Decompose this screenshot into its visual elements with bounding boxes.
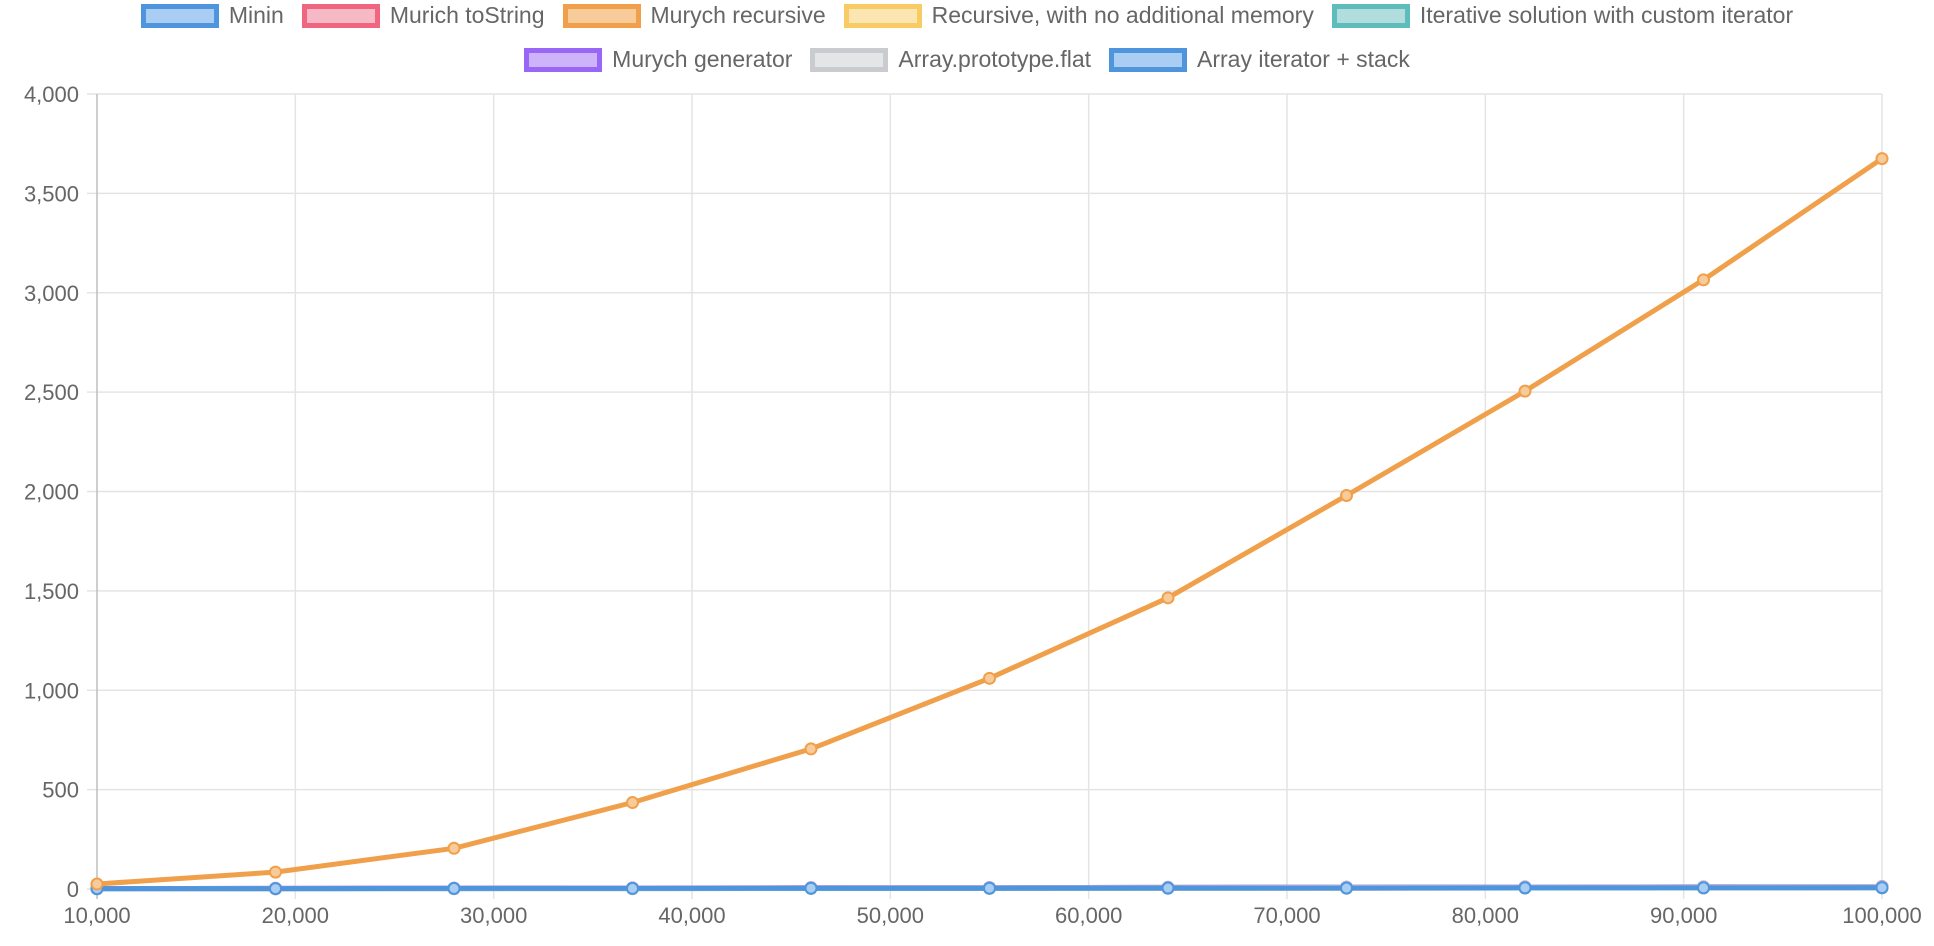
y-tick-label: 3,000 — [24, 281, 79, 306]
data-point[interactable] — [1697, 273, 1710, 287]
data-point[interactable] — [983, 881, 996, 895]
legend-item-array-iterator-stack[interactable]: Array iterator + stack — [1109, 46, 1410, 73]
data-point[interactable] — [447, 881, 461, 895]
data-point[interactable] — [1875, 881, 1889, 895]
legend-swatch — [562, 3, 641, 28]
legend-item-murych-generator[interactable]: Murych generator — [524, 46, 792, 73]
x-tick-label: 40,000 — [658, 903, 725, 928]
y-tick-label: 1,500 — [24, 579, 79, 604]
y-tick-label: 1,000 — [24, 678, 79, 703]
legend-item-murich-tostring[interactable]: Murich toString — [301, 2, 545, 29]
data-point[interactable] — [90, 877, 104, 891]
y-tick-label: 2,500 — [24, 380, 79, 405]
legend-label: Iterative solution with custom iterator — [1419, 2, 1794, 28]
legend-swatch — [810, 47, 889, 72]
data-point[interactable] — [804, 742, 818, 756]
series-array-iterator-stack — [90, 881, 1889, 896]
x-tick-label: 70,000 — [1253, 903, 1320, 928]
x-tick-label: 60,000 — [1055, 903, 1122, 928]
data-point[interactable] — [447, 841, 461, 855]
legend-label: Murych recursive — [650, 2, 826, 28]
data-point[interactable] — [626, 796, 639, 810]
data-point[interactable] — [269, 865, 282, 879]
x-tick-label: 20,000 — [262, 903, 329, 928]
legend-row-1: Minin Murich toString Murych recursive R… — [0, 2, 1934, 29]
data-point[interactable] — [983, 671, 996, 685]
data-point[interactable] — [1340, 881, 1353, 895]
legend-label: Murych generator — [612, 46, 793, 72]
legend-swatch — [843, 3, 922, 28]
legend-swatch — [301, 3, 380, 28]
y-tick-label: 500 — [42, 778, 79, 803]
series-line — [94, 156, 1885, 887]
legend-row-2: Murych generator Array.prototype.flat Ar… — [0, 46, 1934, 73]
data-point[interactable] — [269, 882, 282, 896]
data-point[interactable] — [1875, 152, 1889, 166]
data-point[interactable] — [1161, 881, 1175, 895]
legend-item-recursive-no-memory[interactable]: Recursive, with no additional memory — [843, 2, 1314, 29]
data-point[interactable] — [1161, 591, 1175, 605]
chart-legend: Minin Murich toString Murych recursive R… — [0, 0, 1934, 90]
y-tick-label: 2,000 — [24, 480, 79, 505]
legend-item-minin[interactable]: Minin — [140, 2, 284, 29]
x-tick-label: 90,000 — [1650, 903, 1717, 928]
gridlines — [87, 93, 1883, 899]
data-point[interactable] — [626, 881, 639, 895]
data-point[interactable] — [1340, 488, 1353, 502]
y-tick-label: 3,500 — [24, 181, 79, 206]
legend-swatch — [140, 3, 219, 28]
series-lines — [90, 152, 1889, 896]
legend-swatch — [1109, 47, 1188, 72]
axes: 0 500 1,000 1,500 2,000 2,500 3,000 3,500 4,000 1… — [24, 82, 1922, 928]
legend-label: Recursive, with no additional memory — [931, 2, 1314, 28]
legend-item-iterative-custom-iterator[interactable]: Iterative solution with custom iterator — [1331, 2, 1794, 29]
legend-label: Minin — [228, 2, 284, 28]
legend-label: Murich toString — [389, 2, 545, 28]
legend-swatch — [1331, 3, 1410, 28]
legend-swatch — [524, 47, 603, 72]
legend-item-array-prototype-flat[interactable]: Array.prototype.flat — [810, 46, 1091, 73]
data-point[interactable] — [1697, 881, 1710, 895]
legend-item-murych-recursive[interactable]: Murych recursive — [562, 2, 826, 29]
data-point[interactable] — [804, 881, 818, 895]
x-tick-label: 10,000 — [63, 903, 130, 928]
x-tick-label: 80,000 — [1452, 903, 1519, 928]
legend-label: Array iterator + stack — [1197, 46, 1410, 72]
y-tick-label: 4,000 — [24, 82, 79, 107]
data-point[interactable] — [1518, 384, 1532, 398]
series-murych-recursive — [90, 152, 1889, 891]
x-tick-label: 50,000 — [857, 903, 924, 928]
data-point[interactable] — [1518, 881, 1532, 895]
legend-label: Array.prototype.flat — [898, 46, 1092, 72]
y-tick-label: 0 — [67, 877, 79, 902]
x-tick-label: 100,000 — [1842, 903, 1922, 928]
x-tick-label: 30,000 — [460, 903, 527, 928]
